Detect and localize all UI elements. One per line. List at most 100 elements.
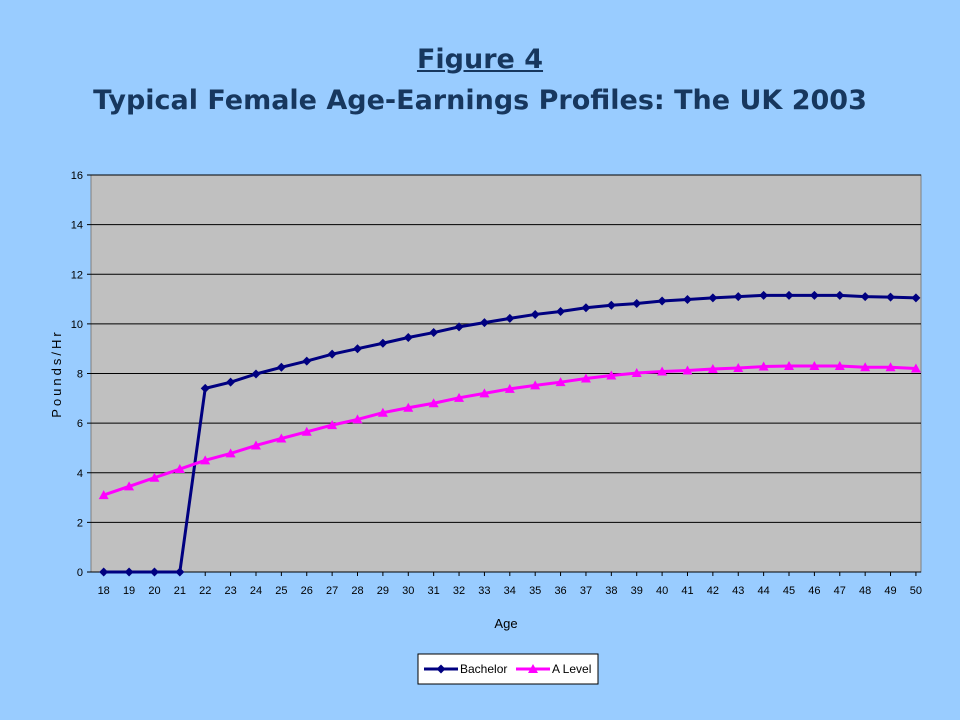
x-tick-label: 45 xyxy=(783,585,795,597)
data-point xyxy=(657,366,668,376)
data-point xyxy=(124,567,134,577)
x-tick-labels: 18 19 20 21 22 23 24 25 26 27 28 29 30 31 32 33 34 35 36 37… xyxy=(98,572,922,597)
x-tick-label: 33 xyxy=(478,585,490,597)
series-layer xyxy=(98,290,921,577)
x-tick-label: 27 xyxy=(326,585,338,597)
y-tick-label: 6 xyxy=(77,418,83,430)
data-point xyxy=(225,448,236,458)
data-point xyxy=(99,567,109,577)
data-point xyxy=(276,433,287,443)
x-tick-label: 38 xyxy=(605,585,617,597)
y-tick-label: 14 xyxy=(71,220,83,232)
data-point xyxy=(302,356,312,366)
x-tick-label: 39 xyxy=(631,585,643,597)
x-tick-label: 49 xyxy=(884,585,896,597)
data-point xyxy=(555,377,566,387)
x-tick-label: 19 xyxy=(123,585,135,597)
legend-swatch-marker xyxy=(436,664,446,674)
series-bachelor xyxy=(99,290,921,577)
x-tick-label: 29 xyxy=(377,585,389,597)
data-point xyxy=(378,338,388,348)
data-point xyxy=(403,402,414,412)
series-a-level xyxy=(98,361,921,500)
data-point xyxy=(631,368,642,378)
data-point xyxy=(784,361,795,371)
data-point xyxy=(835,290,845,300)
figure-number: Figure 4 xyxy=(416,44,544,75)
y-tick-labels: 0 2 4 6 8 10 12 14 16 xyxy=(71,170,83,579)
y-tick-label: 8 xyxy=(77,369,83,381)
data-point xyxy=(175,567,185,577)
x-tick-label: 41 xyxy=(681,585,693,597)
legend-label: A Level xyxy=(552,662,591,676)
data-point xyxy=(98,490,109,500)
data-point xyxy=(606,370,617,380)
x-tick-label: 28 xyxy=(351,585,363,597)
data-point xyxy=(301,426,312,436)
y-tick-label: 16 xyxy=(71,170,83,182)
data-point xyxy=(708,293,718,303)
x-tick-label: 48 xyxy=(859,585,871,597)
x-tick-label: 23 xyxy=(224,585,236,597)
data-point xyxy=(834,361,845,371)
data-point xyxy=(530,380,541,390)
data-point xyxy=(353,344,363,354)
data-point xyxy=(530,309,540,319)
data-point xyxy=(479,318,489,328)
x-tick-label: 25 xyxy=(275,585,287,597)
y-tick-label: 2 xyxy=(77,517,83,529)
data-point xyxy=(733,292,743,302)
data-point xyxy=(403,333,413,343)
x-tick-label: 42 xyxy=(707,585,719,597)
legend: Bachelor A Level xyxy=(417,653,599,685)
legend-swatch-marker xyxy=(528,664,538,673)
data-point xyxy=(377,407,388,417)
x-tick-label: 40 xyxy=(656,585,668,597)
data-point xyxy=(174,464,185,474)
data-point xyxy=(606,300,616,310)
data-point xyxy=(707,364,718,374)
data-point xyxy=(758,361,769,371)
data-point xyxy=(886,292,896,302)
data-point xyxy=(657,296,667,306)
data-point xyxy=(504,383,515,393)
data-point xyxy=(454,322,464,332)
data-point xyxy=(327,349,337,359)
data-point xyxy=(682,365,693,375)
x-tick-label: 24 xyxy=(250,585,262,597)
data-point xyxy=(149,567,159,577)
data-point xyxy=(124,481,135,491)
legend-label: Bachelor xyxy=(460,662,507,676)
data-point xyxy=(860,362,871,372)
x-tick-label: 26 xyxy=(301,585,313,597)
data-point xyxy=(429,328,439,338)
data-point xyxy=(860,292,870,302)
data-point xyxy=(759,290,769,300)
data-point xyxy=(885,362,896,372)
data-point xyxy=(682,295,692,305)
slide-title: Figure 4 Typical Female Age-Earnings Pro… xyxy=(0,40,960,122)
x-tick-label: 47 xyxy=(834,585,846,597)
y-tick-label: 10 xyxy=(71,319,83,331)
y-axis-label: Pounds/Hr xyxy=(49,329,64,417)
data-point xyxy=(428,398,439,408)
x-tick-label: 22 xyxy=(199,585,211,597)
data-point xyxy=(200,455,211,465)
data-point xyxy=(632,299,642,309)
x-tick-label: 43 xyxy=(732,585,744,597)
data-point xyxy=(226,377,236,387)
data-point xyxy=(733,363,744,373)
x-tick-label: 36 xyxy=(554,585,566,597)
data-point xyxy=(580,373,591,383)
x-tick-label: 21 xyxy=(174,585,186,597)
x-tick-label: 30 xyxy=(402,585,414,597)
data-point xyxy=(809,290,819,300)
x-tick-label: 31 xyxy=(428,585,440,597)
data-point xyxy=(910,363,921,373)
x-tick-label: 50 xyxy=(910,585,922,597)
data-point xyxy=(149,472,160,482)
x-tick-label: 44 xyxy=(758,585,770,597)
data-point xyxy=(454,392,465,402)
x-axis-label: Age xyxy=(494,616,517,631)
x-tick-label: 18 xyxy=(98,585,110,597)
